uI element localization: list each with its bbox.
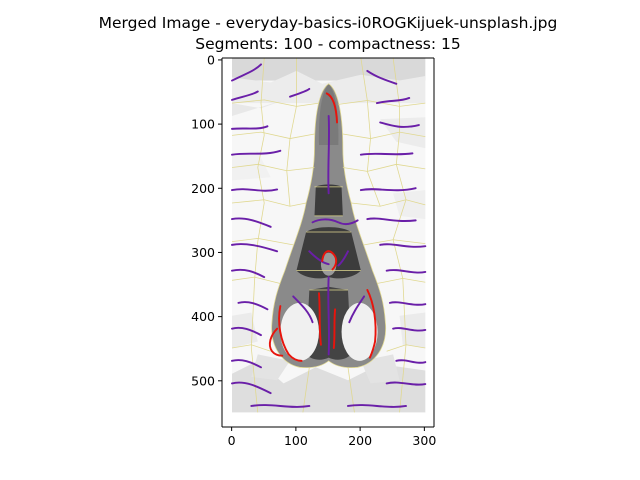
chart-title-line-1: Merged Image - everyday-basics-i0ROGKiju… bbox=[99, 14, 558, 32]
y-tick-label: 500 bbox=[191, 373, 215, 388]
y-tick-label: 0 bbox=[207, 52, 215, 67]
segmented-image bbox=[231, 57, 427, 413]
x-tick-label: 100 bbox=[284, 433, 308, 448]
axes-frame bbox=[221, 57, 435, 428]
superpixel-boundaries bbox=[231, 57, 426, 413]
x-tick-label: 200 bbox=[348, 433, 372, 448]
x-tick-label: 300 bbox=[412, 433, 436, 448]
y-tick-label: 100 bbox=[191, 117, 215, 132]
x-axis-ticks: 0 100 200 300 bbox=[228, 427, 436, 448]
y-tick-label: 200 bbox=[191, 181, 215, 196]
red-contours bbox=[268, 92, 377, 362]
y-tick-label: 300 bbox=[191, 245, 215, 260]
x-tick-label: 0 bbox=[228, 433, 236, 448]
y-axis-ticks: 0 100 200 300 400 500 bbox=[191, 52, 222, 388]
y-tick-label: 400 bbox=[191, 309, 215, 324]
background-patches bbox=[232, 58, 426, 413]
chart-title-line-2: Segments: 100 - compactness: 15 bbox=[195, 35, 460, 53]
purple-contours bbox=[231, 63, 427, 408]
plot-area: 0 100 200 300 0 100 200 300 400 500 bbox=[191, 52, 436, 448]
